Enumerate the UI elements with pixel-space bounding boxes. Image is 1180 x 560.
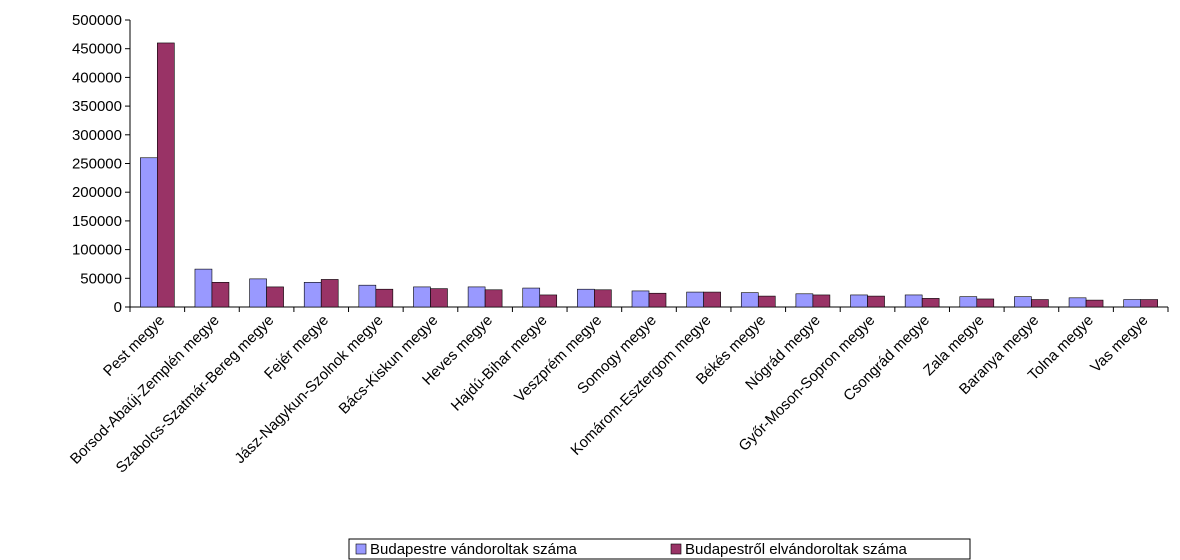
bar-series-2 xyxy=(1085,299,1104,308)
bar-series-1 xyxy=(249,278,267,308)
legend-swatch-series-2 xyxy=(670,543,682,555)
x-tick-label: Vas megye xyxy=(1087,312,1151,376)
legend-box xyxy=(348,538,971,560)
x-tick-label: Hajdú-Bihar megye xyxy=(448,312,551,415)
bar-series-1 xyxy=(1068,297,1087,308)
bar-series-1 xyxy=(904,294,923,308)
y-tick-label: 400000 xyxy=(72,69,122,86)
bar-series-2 xyxy=(648,292,667,308)
bar-series-2 xyxy=(976,298,995,308)
axes: 0 50000 100000 150000 200000 250000 300000 3500… xyxy=(72,12,1169,316)
bar-series-2 xyxy=(320,279,339,308)
bar-series-1 xyxy=(1123,299,1141,308)
bar-series-1 xyxy=(140,157,158,308)
bar-series-2 xyxy=(1140,299,1158,308)
y-tick-label: 300000 xyxy=(72,127,122,144)
y-tick-label: 450000 xyxy=(72,41,122,58)
bar-series-2 xyxy=(1031,299,1049,308)
bar-series-1 xyxy=(795,293,814,308)
y-tick-label: 50000 xyxy=(80,270,122,287)
bar-series-1 xyxy=(850,294,868,308)
y-tick-label: 150000 xyxy=(72,213,122,230)
bar-series-2 xyxy=(539,294,558,308)
x-tick-label: Bács-Kiskun megye xyxy=(336,312,442,418)
bar-series-2 xyxy=(157,42,175,308)
bar-series-2 xyxy=(266,286,284,308)
y-tick-label: 0 xyxy=(114,299,122,316)
y-tick-label: 100000 xyxy=(72,242,122,259)
bar-series-1 xyxy=(631,290,650,308)
bar-series-2 xyxy=(430,288,448,308)
bar-series-1 xyxy=(1014,296,1032,308)
bar-series-2 xyxy=(757,295,776,308)
y-tick-label: 250000 xyxy=(72,156,122,173)
bar-series-1 xyxy=(577,288,595,308)
legend-label-series-2: Budapestről elvándoroltak száma xyxy=(685,541,907,558)
bar-series-2 xyxy=(484,289,503,308)
bar-series-2 xyxy=(812,294,831,308)
bar-series-1 xyxy=(413,286,431,308)
bar-series-1 xyxy=(686,291,704,308)
y-tick-label: 350000 xyxy=(72,98,122,115)
bar-series-1 xyxy=(467,286,486,308)
legend: Budapestre vándoroltak száma Budapestről … xyxy=(348,538,971,560)
bar-series-1 xyxy=(959,296,978,308)
legend-label-series-1: Budapestre vándoroltak száma xyxy=(370,541,577,558)
y-tick-label: 500000 xyxy=(72,12,122,29)
bar-series-2 xyxy=(703,291,721,308)
bar-series-1 xyxy=(522,287,541,308)
bar-series-2 xyxy=(921,298,940,308)
bar-series-2 xyxy=(594,289,612,308)
bar-series-2 xyxy=(867,295,885,308)
y-tick-label: 200000 xyxy=(72,184,122,201)
bars xyxy=(140,42,1158,308)
bar-series-1 xyxy=(194,268,213,308)
legend-swatch-series-1 xyxy=(355,543,367,555)
bar-series-2 xyxy=(211,282,230,308)
bar-series-1 xyxy=(740,292,759,308)
bar-series-2 xyxy=(375,288,394,308)
bar-series-1 xyxy=(303,282,322,308)
bar-series-1 xyxy=(358,284,377,308)
